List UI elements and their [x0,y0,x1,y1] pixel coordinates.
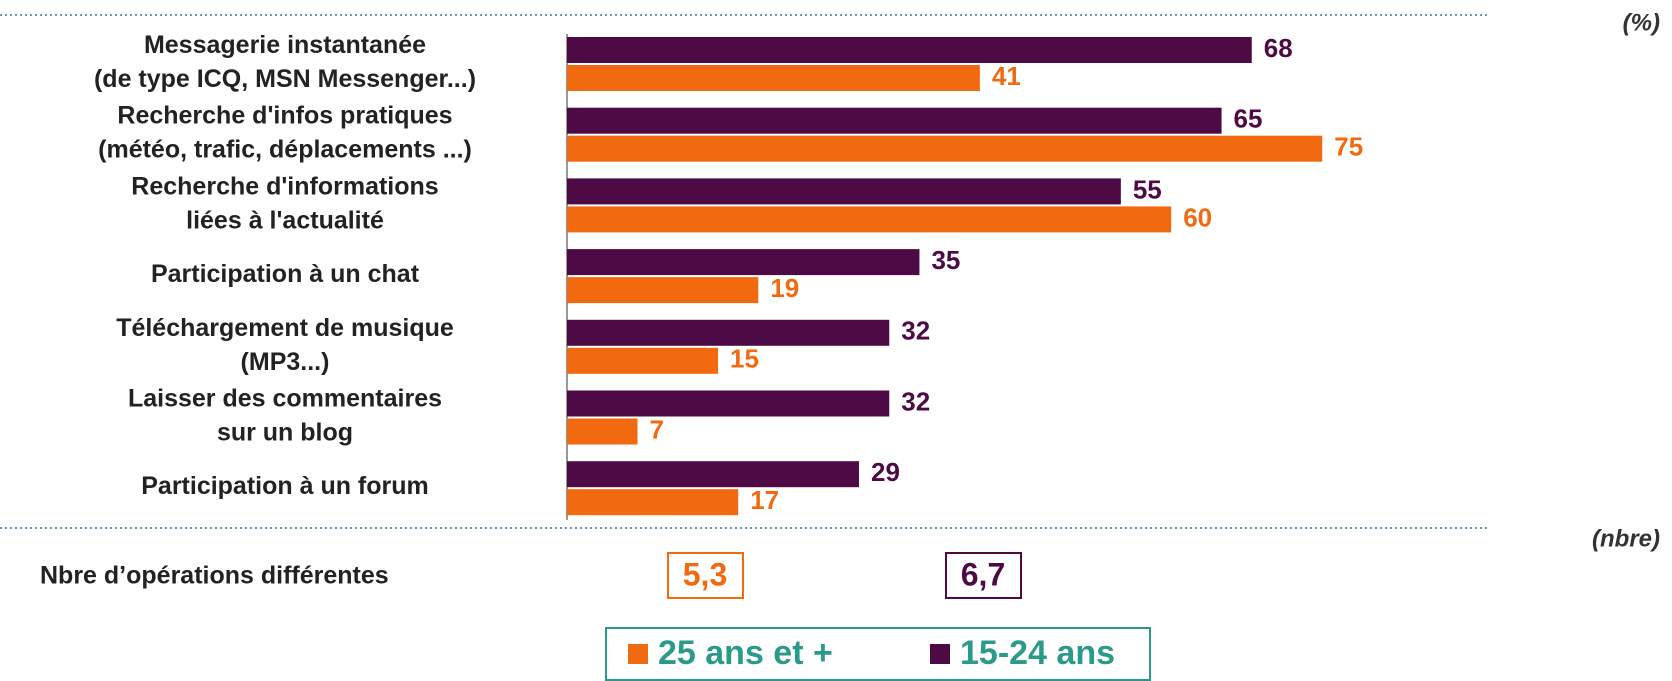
value-label: 32 [901,386,930,416]
bar [567,419,637,445]
category-label: Participation à un forum [141,472,429,500]
chart: (%) (nbre) Nbre d’opérations différentes… [0,0,1672,681]
bar [567,65,980,91]
value-label: 32 [901,316,930,346]
bar [567,391,889,417]
value-label: 29 [871,457,900,487]
legend-swatch [930,644,950,664]
category-label: Participation à un chat [151,260,420,288]
category-label: Messagerie instantanée(de type ICQ, MSN … [94,31,476,93]
value-label: 19 [770,273,799,303]
category-label: Recherche d'infos pratiques(météo, trafi… [98,101,472,163]
bar [567,348,718,374]
summary-value: 6,7 [961,556,1005,592]
value-label: 41 [992,61,1021,91]
unit-label: (%) [1623,9,1660,36]
bar [567,206,1171,232]
unit-label: (nbre) [1592,525,1660,552]
bar [567,136,1322,162]
value-label: 55 [1133,174,1162,204]
value-label: 65 [1234,104,1263,134]
legend-label: 15-24 ans [960,634,1115,672]
summary-value: 5,3 [683,556,727,592]
value-label: 75 [1334,132,1363,162]
bar [567,277,758,303]
legend-label: 25 ans et + [658,634,833,672]
value-label: 7 [649,414,663,444]
bar [567,320,889,346]
bar [567,108,1222,134]
category-label: Téléchargement de musique(MP3...) [116,313,454,375]
summary-label: Nbre d’opérations différentes [40,562,389,590]
value-label: 17 [750,485,779,515]
value-label: 35 [931,245,960,275]
value-label: 68 [1264,33,1293,63]
bar [567,178,1121,204]
bar [567,37,1252,63]
value-label: 15 [730,344,759,374]
bar [567,461,859,487]
value-label: 60 [1183,202,1212,232]
legend-swatch [628,644,648,664]
bar [567,489,738,515]
bar [567,249,919,275]
